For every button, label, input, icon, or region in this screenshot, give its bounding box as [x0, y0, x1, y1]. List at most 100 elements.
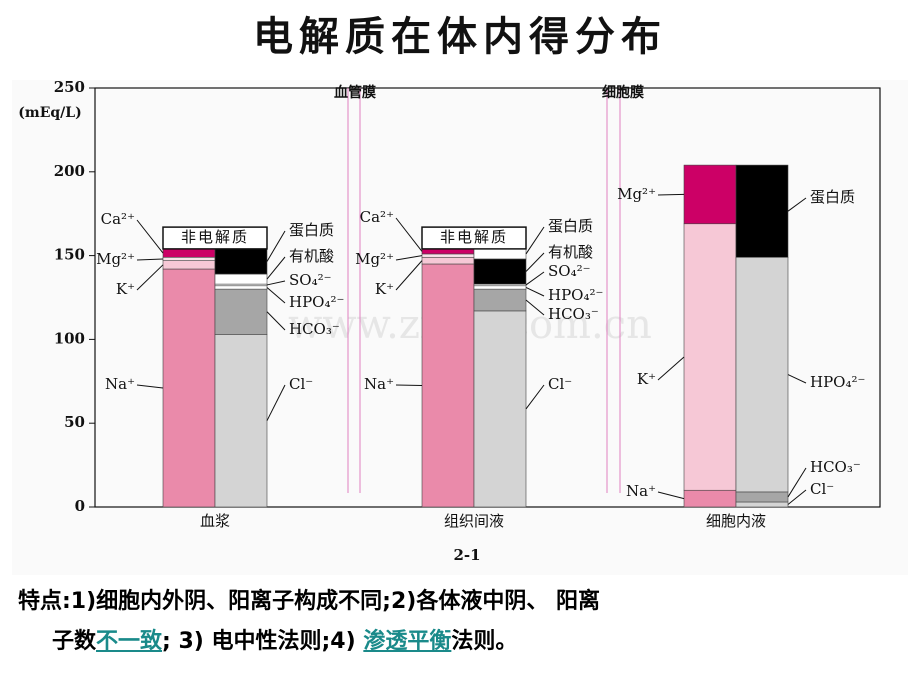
non-electrolyte-label: 非电解质 — [181, 228, 249, 246]
x-tick-label: 血浆 — [200, 512, 230, 530]
bar-segment — [683, 489, 737, 508]
label-leader — [266, 287, 286, 304]
series-label: Ca²⁺ — [101, 210, 135, 228]
bar-segment — [473, 310, 527, 508]
footnote-line: 子数不一致; 3) 电中性法则;4) 渗透平衡法则。 — [18, 622, 908, 662]
label-leader — [136, 384, 164, 389]
figure-label: 2-1 — [453, 546, 480, 564]
chart: 电解质在体内得分布 www.zixin.com.cn (mEq/L) 血管膜 细… — [18, 13, 881, 564]
series-label: 蛋白质 — [810, 188, 855, 206]
label-leader — [395, 217, 423, 252]
chart-title: 电解质在体内得分布 — [253, 13, 667, 60]
footnote-link[interactable]: 渗透平衡 — [363, 629, 452, 654]
bar-segment — [214, 248, 268, 275]
series-label: Mg²⁺ — [355, 250, 394, 268]
series-label: SO₄²⁻ — [548, 262, 591, 280]
non-electrolyte-label: 非电解质 — [440, 228, 508, 246]
series-label: Cl⁻ — [810, 480, 834, 498]
series-label: 有机酸 — [289, 247, 334, 265]
footnote-text: 特点:1)细胞内外阴、阳离子构成不同;2)各体液中阴、 阳离 — [18, 589, 600, 614]
bar-segment — [421, 263, 475, 508]
y-tick-label: 100 — [54, 329, 85, 347]
label-leader — [525, 286, 545, 297]
series-label: K⁺ — [375, 280, 394, 298]
bar-segment — [214, 288, 268, 335]
series-label: Ca²⁺ — [360, 208, 394, 226]
footnote-line: 特点:1)细胞内外阴、阳离子构成不同;2)各体液中阴、 阳离 — [18, 582, 908, 622]
label-leader — [657, 356, 685, 381]
label-leader — [395, 260, 423, 291]
bar-segment — [473, 258, 527, 285]
series-label: Mg²⁺ — [96, 250, 135, 268]
label-leader — [787, 489, 807, 505]
label-leader — [525, 226, 545, 255]
label-leader — [266, 230, 286, 262]
non-electrolyte-box — [421, 226, 527, 250]
label-leader — [787, 197, 807, 212]
bar-segment — [214, 334, 268, 508]
label-leader — [136, 264, 164, 291]
footnote: 特点:1)细胞内外阴、阳离子构成不同;2)各体液中阴、 阳离 子数不一致; 3)… — [18, 582, 908, 662]
footnote-text: 法则。 — [451, 629, 518, 654]
label-leader — [787, 374, 807, 384]
label-leader — [395, 255, 423, 261]
y-axis-label: (mEq/L) — [18, 105, 81, 121]
bar-segment — [735, 164, 789, 258]
label-leader — [525, 252, 545, 272]
bar-segment — [214, 285, 268, 290]
x-tick-label: 细胞内液 — [706, 512, 766, 530]
label-leader — [657, 193, 685, 196]
label-leader — [525, 384, 545, 410]
bar-segment — [735, 501, 789, 508]
y-tick-label: 50 — [64, 413, 85, 431]
x-tick-label: 组织间液 — [444, 512, 504, 530]
label-leader — [657, 491, 685, 500]
label-leader — [787, 467, 807, 498]
bar-segment — [162, 248, 216, 258]
bar-segment — [473, 285, 527, 290]
annotation: 血管膜 — [334, 84, 376, 101]
series-label: 蛋白质 — [289, 221, 334, 239]
annotation: 细胞膜 — [602, 84, 644, 101]
footnote-text: 子数 — [52, 629, 97, 654]
series-label: HPO₄²⁻ — [810, 373, 865, 391]
bar-segment — [421, 253, 475, 258]
series-label: K⁺ — [116, 280, 135, 298]
label-leader — [136, 258, 164, 261]
label-leader — [525, 271, 545, 286]
series-label: Na⁺ — [364, 375, 394, 393]
series-label: Na⁺ — [626, 482, 656, 500]
bar-segment — [735, 256, 789, 493]
label-leader — [266, 280, 286, 286]
bar-segment — [421, 256, 475, 265]
non-electrolyte-box — [162, 226, 268, 250]
series-label: Na⁺ — [105, 375, 135, 393]
bar-segment — [162, 268, 216, 508]
bar-segment — [473, 248, 527, 260]
series-label: HPO₄²⁻ — [548, 286, 603, 304]
label-leader — [136, 219, 164, 254]
series-label: 蛋白质 — [548, 217, 593, 235]
bar-segment — [735, 491, 789, 503]
series-label: Mg²⁺ — [617, 185, 656, 203]
bar-segment — [421, 248, 475, 255]
label-leader — [266, 384, 286, 421]
bar-segment — [162, 256, 216, 261]
bar-segment — [683, 164, 737, 225]
bar-segment — [214, 273, 268, 285]
series-label: HCO₃⁻ — [289, 320, 340, 338]
y-tick-label: 250 — [54, 78, 85, 96]
bar-segment — [162, 260, 216, 270]
bar-segment — [683, 223, 737, 491]
label-leader — [266, 256, 286, 280]
label-leader — [525, 299, 545, 316]
footnote-link[interactable]: 不一致 — [96, 629, 163, 654]
footnote-text: ; 3) 电中性法则;4) — [162, 629, 364, 654]
label-leader — [266, 311, 286, 331]
series-label: K⁺ — [637, 370, 656, 388]
series-label: Cl⁻ — [289, 375, 313, 393]
y-tick-label: 0 — [75, 497, 85, 515]
series-label: HCO₃⁻ — [810, 458, 861, 476]
series-label: SO₄²⁻ — [289, 271, 332, 289]
